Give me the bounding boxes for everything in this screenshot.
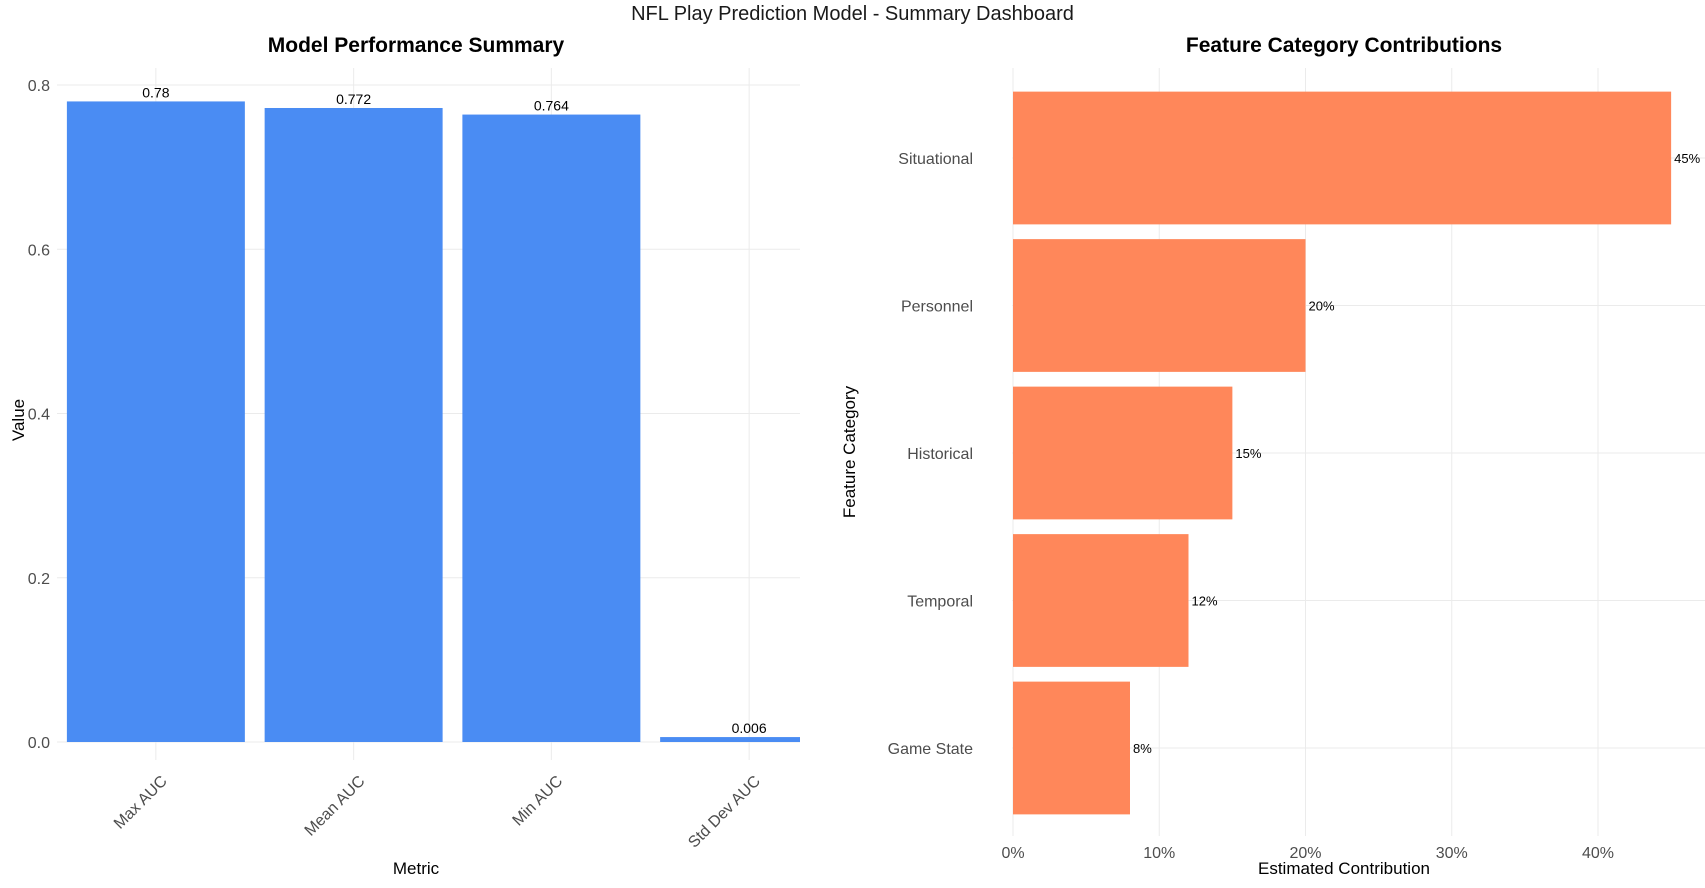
contribution-category-label: Temporal (907, 594, 973, 611)
contribution-bar (1013, 239, 1306, 372)
performance-bar (462, 114, 641, 742)
performance-y-tick-label: 0.2 (28, 571, 50, 588)
contribution-chart-title: Feature Category Contributions (1186, 34, 1502, 57)
contribution-x-tick-label: 40% (1582, 845, 1614, 862)
performance-x-tick-label: Std Dev AUC (685, 773, 764, 852)
contribution-bar (1013, 91, 1672, 225)
contribution-data-label: 8% (1133, 741, 1152, 756)
contribution-data-labels: 45% 20% 15% 12% 8% (1133, 151, 1701, 756)
contribution-x-tick-label: 0% (1001, 845, 1024, 862)
performance-y-ticks: 0.0 0.2 0.4 0.6 0.8 (28, 78, 50, 752)
performance-data-labels: 0.78 0.772 0.764 0.006 (142, 84, 767, 736)
performance-x-tick-label: Max AUC (111, 773, 171, 833)
performance-y-tick-label: 0.6 (28, 242, 50, 259)
performance-x-tick-label: Min AUC (510, 773, 567, 830)
contribution-category-labels: Situational Personnel Historical Temporal Ga… (888, 151, 973, 758)
contribution-chart: Feature Category Contributions 45% 20% 15%… (840, 34, 1705, 878)
dashboard-title: NFL Play Prediction Model - Summary Dash… (631, 3, 1074, 25)
performance-data-label: 0.772 (336, 91, 371, 107)
performance-bars (66, 101, 800, 743)
contribution-x-tick-label: 10% (1143, 845, 1175, 862)
performance-x-axis-label: Metric (393, 859, 440, 878)
performance-data-label: 0.78 (142, 84, 169, 100)
contribution-data-label: 12% (1192, 594, 1218, 609)
performance-bar (660, 737, 800, 742)
performance-y-axis-label: Value (9, 399, 28, 441)
contribution-x-axis-label: Estimated Contribution (1258, 859, 1430, 878)
performance-bar (264, 107, 443, 743)
performance-chart: Model Performance Summary 0.78 0.772 0.764… (9, 34, 800, 878)
performance-y-tick-label: 0.4 (28, 407, 50, 424)
contribution-bars (1013, 91, 1672, 815)
performance-bar (66, 101, 245, 743)
contribution-y-axis-label: Feature Category (840, 385, 859, 518)
contribution-category-label: Situational (898, 151, 973, 168)
contribution-bar (1013, 534, 1189, 667)
contribution-category-label: Game State (888, 741, 973, 758)
contribution-x-tick-label: 20% (1289, 845, 1321, 862)
contribution-data-label: 15% (1235, 446, 1261, 461)
contribution-x-ticks: 0% 10% 20% 30% 40% (1001, 845, 1614, 862)
contribution-data-label: 20% (1309, 299, 1335, 314)
performance-data-label: 0.006 (732, 720, 767, 736)
contribution-x-tick-label: 30% (1436, 845, 1468, 862)
performance-x-tick-label: Mean AUC (302, 773, 369, 840)
performance-chart-title: Model Performance Summary (268, 34, 565, 57)
performance-y-tick-label: 0.8 (28, 78, 50, 95)
contribution-category-label: Historical (907, 446, 973, 463)
performance-data-label: 0.764 (534, 98, 569, 114)
contribution-bar (1013, 386, 1233, 520)
performance-y-tick-label: 0.0 (28, 735, 50, 752)
contribution-data-label: 45% (1674, 151, 1700, 166)
contribution-category-label: Personnel (901, 299, 973, 316)
performance-x-ticks: Max AUC Mean AUC Min AUC Std Dev AUC (111, 773, 764, 852)
contribution-bar (1013, 681, 1130, 815)
